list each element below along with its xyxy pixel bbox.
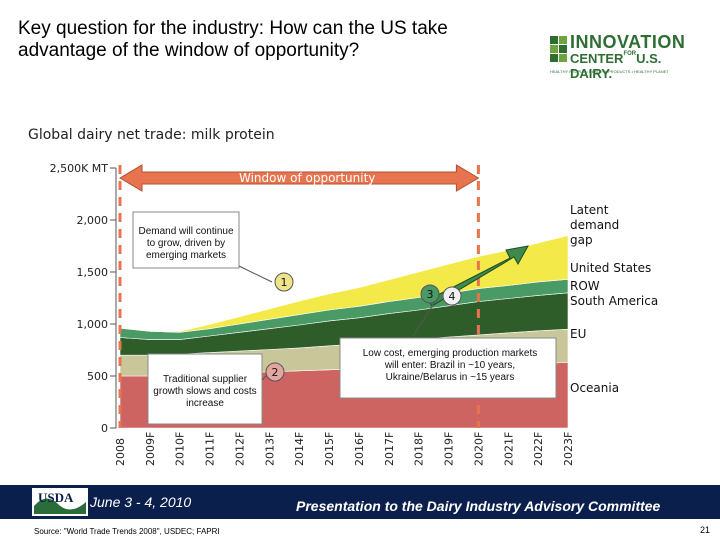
marker-label: 3: [427, 288, 434, 301]
y-tick-label: 2,500K MT: [50, 162, 109, 175]
marker-2: [265, 362, 285, 382]
x-tick-label: 2015F: [323, 432, 336, 466]
logo-line1: INNOVATION: [570, 32, 686, 52]
marker-label: 4: [449, 290, 456, 303]
annotation-1-box: [132, 211, 240, 269]
annotation-3-text: Ukraine/Belarus in ~15 years: [386, 372, 515, 383]
window-arrow: [119, 164, 480, 192]
x-tick-label: 2008: [114, 438, 127, 466]
x-tick-label: 2012F: [233, 432, 246, 466]
slide-title: Key question for the industry: How can t…: [18, 18, 448, 61]
usda-logo: USDA: [32, 488, 88, 516]
annotation-2-text: growth slows and costs: [153, 386, 256, 397]
x-tick-label: 2023F: [562, 432, 575, 466]
marker-4: [442, 286, 462, 306]
legend-label: ROW: [570, 279, 600, 293]
page-number: 21: [700, 525, 711, 535]
annotation-3-leader: [411, 299, 437, 339]
legend-label: South America: [570, 294, 658, 308]
y-tick-label: 500: [87, 370, 108, 383]
x-tick-label: 2019F: [443, 432, 456, 466]
footer-date: June 3 - 4, 2010: [90, 494, 192, 510]
y-tick-label: 1,500: [77, 266, 109, 279]
footer-bar: [0, 485, 720, 519]
logo-line2: CENTERFORU.S. DAIRY.: [570, 51, 662, 81]
logo-grid-icon: [550, 36, 567, 62]
marker-label: 1: [281, 276, 288, 289]
legend-label: United States: [570, 261, 651, 275]
annotation-3-text: Low cost, emerging production markets: [363, 348, 538, 359]
x-tick-label: 2014F: [293, 432, 306, 466]
annotation-2-box: [147, 353, 263, 425]
annotation-1-leader: [238, 265, 273, 283]
annotation-1-text: emerging markets: [146, 250, 226, 261]
x-tick-label: 2011F: [204, 432, 217, 466]
legend-label: Latent: [570, 203, 609, 217]
x-tick-label: 2018F: [413, 432, 426, 466]
legend-label: demand: [570, 218, 619, 232]
y-tick-label: 1,000: [77, 318, 109, 331]
chart: 2,500K MT 2,000 1,500 1,000 500 0 2008 2009F 201…: [50, 162, 659, 466]
innovation-center-logo: INNOVATION CENTERFORU.S. DAIRY. HEALTHY …: [550, 32, 700, 81]
x-tick-label: 2010F: [174, 432, 187, 466]
annotation-1-text: to grow, driven by: [147, 238, 225, 249]
footer-presentation: Presentation to the Dairy Industry Advis…: [296, 498, 661, 514]
annotation-1-text: Demand will continue: [138, 226, 233, 237]
chart-title: Global dairy net trade: milk protein: [28, 127, 275, 143]
x-tick-label: 2013F: [263, 432, 276, 466]
legend-label: gap: [570, 233, 593, 247]
window-label: Window of opportunity: [239, 171, 375, 185]
x-tick-label: 2017F: [383, 432, 396, 466]
marker-1: [274, 272, 294, 292]
legend-label: Oceania: [570, 381, 619, 395]
source-note: Source: "World Trade Trends 2008", USDEC…: [34, 527, 220, 536]
annotation-3-box: [339, 337, 557, 399]
x-tick-label: 2021F: [502, 432, 515, 466]
y-tick-label: 0: [101, 422, 108, 435]
logo-tagline: HEALTHY PEOPLE • HEALTHY PRODUCTS • HEAL…: [550, 69, 669, 74]
annotation-2-text: Traditional supplier: [163, 374, 248, 385]
annotation-3-text: will enter: Brazil in ~10 years,: [384, 360, 515, 371]
legend-label: EU: [570, 327, 586, 341]
y-tick-label: 2,000: [77, 214, 109, 227]
x-tick-label: 2016F: [353, 432, 366, 466]
x-tick-label: 2022F: [532, 432, 545, 466]
annotation-2-text: increase: [186, 398, 224, 409]
marker-label: 2: [272, 366, 279, 379]
x-tick-label: 2020F: [472, 432, 485, 466]
x-tick-label: 2009F: [144, 432, 157, 466]
marker-3: [420, 284, 440, 304]
usda-text: USDA: [38, 490, 74, 505]
